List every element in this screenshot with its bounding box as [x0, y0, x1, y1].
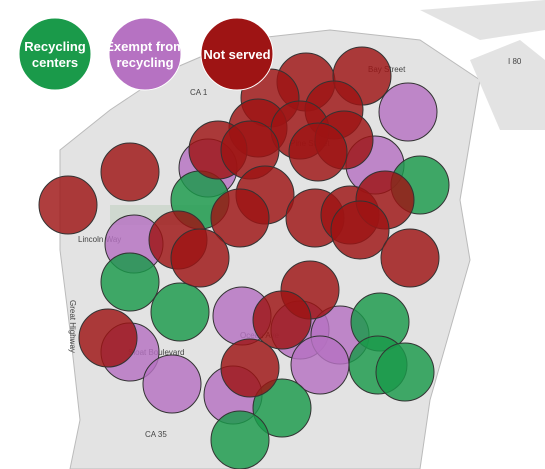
- map-label: CA 1: [190, 88, 208, 97]
- service-area: [142, 354, 202, 414]
- land: [470, 40, 545, 130]
- service-area: [330, 200, 390, 260]
- land: [420, 0, 545, 40]
- legend-swatch: [108, 17, 182, 91]
- service-area: [38, 175, 98, 235]
- service-area: [252, 290, 312, 350]
- service-area: [100, 252, 160, 312]
- legend-swatch: [200, 17, 274, 91]
- service-area: [288, 122, 348, 182]
- legend-label: Exempt from: [105, 39, 184, 54]
- service-area: [378, 82, 438, 142]
- service-area: [150, 282, 210, 342]
- legend-label: centers: [32, 55, 78, 70]
- service-area: [380, 228, 440, 288]
- service-area: [252, 378, 312, 438]
- service-area: [170, 228, 230, 288]
- service-area: [210, 188, 270, 248]
- map-label: I 80: [508, 57, 522, 66]
- legend-label: Recycling: [24, 39, 85, 54]
- map-label: Lincoln Way: [78, 235, 121, 244]
- legend-label: recycling: [116, 55, 173, 70]
- service-area: [100, 142, 160, 202]
- service-area: [375, 342, 435, 402]
- legend-swatch: [18, 17, 92, 91]
- service-area: [220, 338, 280, 398]
- map-label: CA 35: [145, 430, 167, 439]
- service-area: [78, 308, 138, 368]
- legend-label: Not served: [203, 47, 270, 62]
- service-area: [210, 410, 270, 469]
- map-label: Great Highway: [68, 300, 77, 353]
